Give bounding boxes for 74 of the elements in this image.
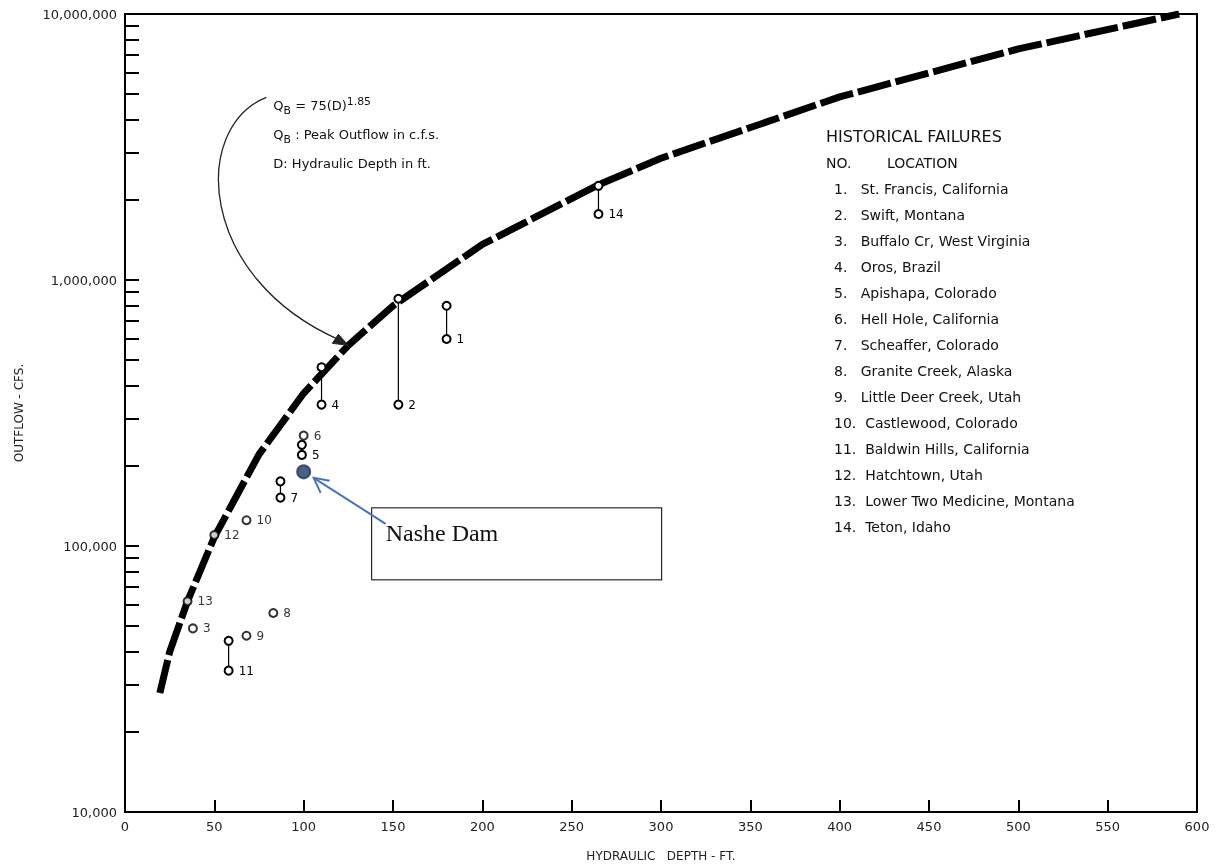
annotation: 11. Baldwin Hills, California	[833, 440, 1031, 459]
annotation: 14. Teton, Idaho	[833, 518, 952, 537]
annotation: 8. Granite Creek, Alaska	[833, 362, 1014, 381]
x-tick-label: 250	[559, 819, 585, 834]
series-label: 11	[238, 663, 254, 678]
y-tick-label: 1,000,000	[50, 272, 117, 288]
series-label: 3	[202, 621, 211, 636]
y-tick-label: 10,000,000	[42, 6, 117, 22]
annotation: 9. Little Deer Creek, Utah	[833, 388, 1023, 407]
point	[316, 399, 327, 410]
series-label: 14	[608, 207, 624, 222]
y-tick-label: 100,000	[63, 538, 117, 554]
x-tick-label: 500	[1005, 819, 1031, 834]
point	[187, 623, 198, 634]
point	[182, 596, 193, 607]
point	[223, 635, 234, 646]
series-label: 12	[224, 527, 240, 542]
x-tick-label: 150	[380, 819, 406, 834]
x-tick-label: 300	[648, 819, 674, 834]
point	[268, 607, 279, 618]
point	[241, 630, 252, 641]
series-label: 10	[256, 513, 272, 528]
series-label: 5	[311, 447, 320, 462]
annotation: 10. Castlewood, Colorado	[833, 414, 1019, 433]
x-tick-label: 450	[916, 819, 942, 834]
point	[275, 476, 286, 487]
x-tick-label: 100	[291, 819, 317, 834]
annotation: 7. Scheaffer, Colorado	[833, 336, 1000, 355]
point	[593, 180, 604, 191]
y-axis-title: OUTFLOW - CFS.	[12, 363, 26, 463]
annotation: 12. Hatchtown, Utah	[833, 466, 984, 485]
point	[393, 399, 404, 410]
series-label: 8	[283, 605, 291, 620]
series-label: 7	[290, 490, 299, 505]
point	[441, 300, 452, 311]
series-label: 1	[456, 332, 465, 347]
annotation: 5. Apishapa, Colorado	[833, 284, 998, 303]
point	[316, 362, 327, 373]
series-label: 2	[408, 397, 416, 412]
point	[296, 449, 307, 460]
series-label: 13	[197, 594, 213, 609]
annotation: 1. St. Francis, California	[833, 180, 1010, 199]
annotation: 13. Lower Two Medicine, Montana	[833, 492, 1075, 511]
annotation: 3. Buffalo Cr, West Virginia	[833, 232, 1032, 251]
annotation: D: Hydraulic Depth in ft.	[273, 154, 432, 173]
annotation: HISTORICAL FAILURES	[826, 126, 1003, 148]
series-label: 4	[331, 397, 340, 412]
annotation: Q$_{B}$ : Peak Outflow in c.f.s.	[273, 126, 440, 148]
point	[209, 529, 220, 540]
annotation: Q$_{B}$ = 75(D)$^{1.85}$	[273, 94, 372, 120]
annotation: 4. Oros, Brazil	[833, 258, 942, 277]
x-tick-label: 550	[1095, 819, 1121, 834]
annotation: Nashe Dam	[385, 519, 499, 547]
point	[593, 209, 604, 220]
point	[223, 665, 234, 676]
x-tick-label: 600	[1184, 819, 1210, 834]
series-label: 9	[256, 628, 265, 643]
point	[441, 334, 452, 345]
annotation: 6. Hell Hole, California	[833, 310, 1001, 329]
point	[298, 430, 309, 441]
point	[296, 464, 312, 480]
x-tick-label: 50	[206, 819, 223, 834]
x-tick-label: 350	[737, 819, 763, 834]
series-label: 6	[313, 428, 322, 443]
point	[275, 492, 286, 503]
x-tick-label: 0	[120, 819, 130, 834]
x-axis-title: HYDRAULIC DEPTH - FT.	[586, 849, 736, 863]
point	[296, 439, 307, 450]
point	[241, 515, 252, 526]
annotation: 2. Swift, Montana	[833, 206, 967, 225]
annotation: NO. LOCATION	[826, 154, 959, 173]
x-tick-label: 200	[469, 819, 495, 834]
y-tick-label: 10,000	[71, 804, 117, 820]
x-tick-label: 400	[827, 819, 853, 834]
